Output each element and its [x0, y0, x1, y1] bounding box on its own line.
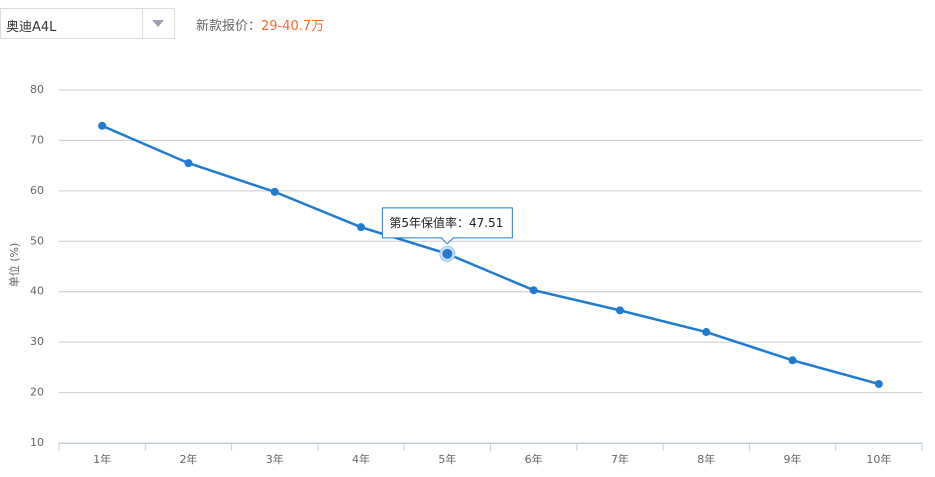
point — [270, 187, 279, 196]
price: 新款报价：29-40.7万 — [196, 15, 324, 34]
select-arrow[interactable] — [142, 9, 174, 38]
car-select[interactable]: 奥迪A4L — [0, 8, 175, 39]
select-text: 奥迪A4L — [6, 20, 57, 35]
y-tick-label: 20 — [30, 386, 44, 399]
x-tick-label: 3年 — [266, 452, 284, 466]
price-value: 29-40.7万 — [261, 19, 325, 34]
x-tick-label: 5年 — [438, 452, 456, 466]
x-tick-label: 10年 — [866, 452, 891, 466]
y-tick-label: 40 — [30, 285, 44, 298]
point — [184, 159, 193, 168]
tooltip-box — [381, 207, 513, 245]
y-tick-label: 70 — [30, 133, 44, 146]
tooltip-text: 第5年保值率：47.51 — [389, 214, 503, 229]
x-tick-label: 6年 — [525, 452, 543, 466]
x-tick-label: 1年 — [93, 452, 111, 466]
point — [615, 306, 624, 315]
x-tick-label: 4年 — [352, 452, 370, 466]
y-tick-label: 50 — [30, 234, 44, 247]
point — [529, 286, 538, 295]
point — [874, 379, 883, 388]
point — [702, 328, 711, 337]
tooltip-label: 第5年保值率： — [389, 214, 469, 229]
y-axis-label: 单位 (%) — [7, 243, 21, 288]
point — [788, 356, 797, 365]
point — [357, 223, 366, 232]
toolbar: 奥迪A4L 新款报价：29-40.7万 — [0, 8, 935, 40]
arrow-icon — [152, 20, 164, 27]
x-tick-label: 2年 — [179, 452, 197, 466]
price-label: 新款报价： — [196, 19, 262, 34]
y-tick-label: 10 — [30, 436, 44, 449]
y-tick-label: 80 — [30, 83, 44, 96]
y-tick-label: 30 — [30, 335, 44, 348]
point-highlight — [442, 248, 453, 259]
x-tick-label: 8年 — [697, 452, 715, 466]
x-tick-label: 7年 — [611, 452, 629, 466]
x-tick-label: 9年 — [784, 452, 802, 466]
y-tick-label: 60 — [30, 184, 44, 197]
point — [98, 121, 107, 130]
series-line — [101, 124, 880, 386]
tooltip-value: 47.51 — [469, 215, 503, 229]
